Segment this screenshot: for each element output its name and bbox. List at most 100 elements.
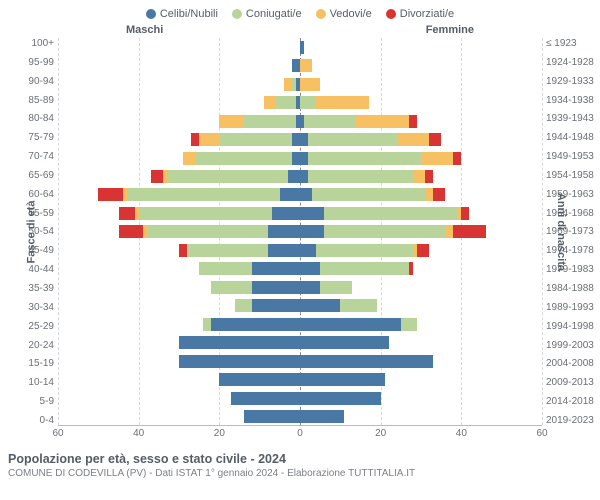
legend-item: Coniugati/e bbox=[232, 8, 302, 20]
female-half bbox=[300, 112, 542, 130]
male-half bbox=[58, 297, 300, 315]
year-tick: 2004-2008 bbox=[546, 358, 594, 369]
pyramid-row bbox=[58, 149, 542, 167]
year-tick: 2014-2018 bbox=[546, 396, 594, 407]
yaxis-right-label: Anni di nascita bbox=[555, 193, 567, 271]
male-half bbox=[58, 370, 300, 388]
bar-segment bbox=[211, 281, 251, 294]
bar-segment bbox=[268, 244, 300, 257]
bar-segment bbox=[304, 115, 356, 128]
male-half bbox=[58, 75, 300, 93]
pyramid-row bbox=[58, 223, 542, 241]
male-half bbox=[58, 112, 300, 130]
yaxis-left-label: Fasce di età bbox=[25, 201, 37, 264]
female-half bbox=[300, 56, 542, 74]
bar-segment bbox=[139, 207, 272, 220]
bar-segment bbox=[425, 188, 433, 201]
pyramid-row bbox=[58, 75, 542, 93]
bar-segment bbox=[300, 336, 389, 349]
female-half bbox=[300, 204, 542, 222]
age-tick: 20-24 bbox=[6, 340, 54, 351]
legend-label: Celibi/Nubili bbox=[160, 8, 218, 20]
female-half bbox=[300, 389, 542, 407]
age-tick: 75-79 bbox=[6, 132, 54, 143]
bar-segment bbox=[300, 392, 381, 405]
bar-segment bbox=[308, 152, 421, 165]
age-tick: 100+ bbox=[6, 38, 54, 49]
bar-segment bbox=[409, 115, 417, 128]
bar-segment bbox=[324, 207, 457, 220]
age-tick: 90-94 bbox=[6, 76, 54, 87]
bar-segment bbox=[417, 244, 429, 257]
year-tick: 1934-1938 bbox=[546, 95, 594, 106]
legend-label: Vedovi/e bbox=[330, 8, 372, 20]
bar-segment bbox=[300, 299, 340, 312]
bar-segment bbox=[300, 207, 324, 220]
year-tick: 2009-2013 bbox=[546, 377, 594, 388]
pyramid-row bbox=[58, 334, 542, 352]
male-half bbox=[58, 93, 300, 111]
bar-segment bbox=[211, 318, 300, 331]
year-tick: 1979-1983 bbox=[546, 264, 594, 275]
legend-swatch bbox=[146, 9, 156, 19]
x-tick: 40 bbox=[456, 428, 467, 439]
bar-segment bbox=[409, 262, 413, 275]
year-tick: 1984-1988 bbox=[546, 283, 594, 294]
x-tick: 20 bbox=[375, 428, 386, 439]
gridline bbox=[542, 38, 543, 425]
bar-segment bbox=[316, 244, 413, 257]
bar-segment bbox=[300, 373, 385, 386]
female-half bbox=[300, 241, 542, 259]
pyramid-row bbox=[58, 241, 542, 259]
bar-segment bbox=[300, 41, 304, 54]
pyramid-row bbox=[58, 260, 542, 278]
pyramid-row bbox=[58, 389, 542, 407]
pyramid-row bbox=[58, 112, 542, 130]
age-tick: 65-69 bbox=[6, 170, 54, 181]
chart-title: Popolazione per età, sesso e stato civil… bbox=[8, 452, 592, 466]
bar-segment bbox=[199, 133, 219, 146]
year-tick: 1959-1963 bbox=[546, 189, 594, 200]
pyramid-row bbox=[58, 38, 542, 56]
bar-segment bbox=[300, 244, 316, 257]
bar-segment bbox=[276, 96, 296, 109]
year-tick: 1974-1978 bbox=[546, 245, 594, 256]
bar-segment bbox=[119, 225, 143, 238]
female-half bbox=[300, 130, 542, 148]
age-tick: 10-14 bbox=[6, 377, 54, 388]
x-tick: 0 bbox=[297, 428, 303, 439]
male-half bbox=[58, 204, 300, 222]
age-tick: 95-99 bbox=[6, 57, 54, 68]
female-half bbox=[300, 352, 542, 370]
pyramid-row bbox=[58, 352, 542, 370]
male-half bbox=[58, 56, 300, 74]
year-tick: 1994-1998 bbox=[546, 321, 594, 332]
female-half bbox=[300, 370, 542, 388]
x-tick: 20 bbox=[214, 428, 225, 439]
bar-segment bbox=[300, 355, 433, 368]
pyramid-row bbox=[58, 204, 542, 222]
age-tick: 30-34 bbox=[6, 302, 54, 313]
male-half bbox=[58, 334, 300, 352]
bar-segment bbox=[340, 299, 376, 312]
bar-segment bbox=[179, 244, 187, 257]
bar-segment bbox=[300, 262, 320, 275]
bar-segment bbox=[461, 207, 469, 220]
male-half bbox=[58, 260, 300, 278]
bar-segment bbox=[272, 207, 300, 220]
legend-item: Celibi/Nubili bbox=[146, 8, 218, 20]
male-half bbox=[58, 389, 300, 407]
male-half bbox=[58, 149, 300, 167]
bar-segment bbox=[320, 262, 409, 275]
year-tick: 1939-1943 bbox=[546, 113, 594, 124]
female-half bbox=[300, 75, 542, 93]
bar-segment bbox=[300, 170, 308, 183]
male-half bbox=[58, 278, 300, 296]
male-half bbox=[58, 315, 300, 333]
gender-headers: Maschi Femmine bbox=[6, 24, 594, 38]
female-half bbox=[300, 149, 542, 167]
bar-segment bbox=[425, 170, 433, 183]
bar-segment bbox=[300, 133, 308, 146]
male-half bbox=[58, 223, 300, 241]
male-half bbox=[58, 167, 300, 185]
